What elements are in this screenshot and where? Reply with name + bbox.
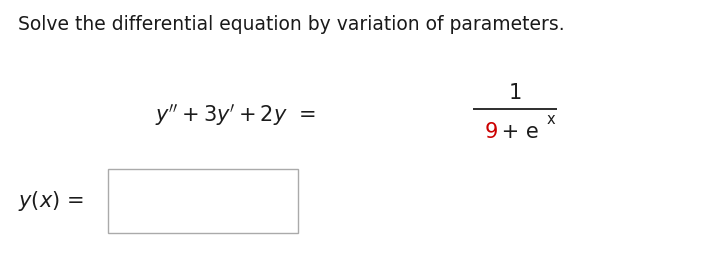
Text: x: x [547,113,556,128]
FancyBboxPatch shape [108,169,298,233]
Text: 9: 9 [485,122,498,142]
Text: Solve the differential equation by variation of parameters.: Solve the differential equation by varia… [18,15,564,34]
Text: $y'' + 3y' + 2y$  =: $y'' + 3y' + 2y$ = [155,102,316,128]
Text: 1: 1 [508,83,522,103]
Text: + e: + e [495,122,538,142]
Text: $y(x)$ =: $y(x)$ = [18,189,83,213]
